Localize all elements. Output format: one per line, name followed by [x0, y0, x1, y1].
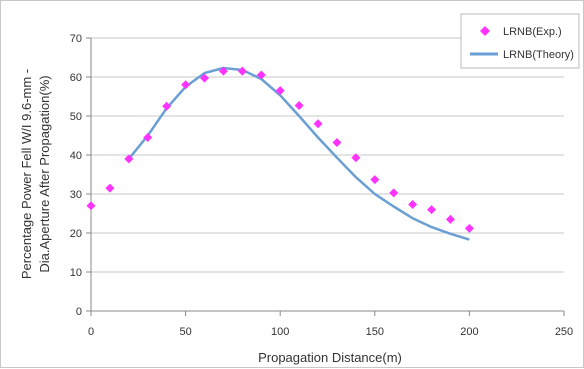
x-axis-label: Propagation Distance(m) [258, 350, 402, 365]
grid-layer [91, 37, 564, 273]
y-tick-label-20: 20 [70, 228, 82, 240]
data-point-exp [237, 66, 247, 76]
legend-exp-label: LRNB(Exp.) [503, 26, 562, 38]
x-tick-label-250: 250 [555, 326, 573, 338]
x-tick-label-50: 50 [179, 326, 191, 338]
data-point-exp [86, 201, 96, 211]
x-tick-label-0: 0 [88, 326, 94, 338]
y-axis-label-line-2: Dia.Aperture After Propagation(%) [37, 75, 52, 272]
data-point-exp [332, 138, 342, 148]
data-point-exp [162, 101, 172, 111]
data-point-exp [445, 214, 455, 224]
data-point-exp [200, 73, 210, 83]
data-point-exp [181, 80, 191, 90]
data-point-exp [294, 100, 304, 110]
y-tick-label-30: 30 [70, 189, 82, 201]
data-point-exp [370, 175, 380, 185]
legend-theory-label: LRNB(Theory) [503, 49, 574, 61]
y-tick-label-50: 50 [70, 111, 82, 123]
y-tick-label-0: 0 [76, 306, 82, 318]
y-tick-label-60: 60 [70, 72, 82, 84]
data-point-exp [143, 132, 153, 142]
data-point-exp [275, 86, 285, 96]
data-point-exp [218, 66, 228, 76]
legend: LRNB(Exp.) LRNB(Theory) [460, 13, 580, 69]
legend-box [460, 13, 580, 69]
series-line-theory [127, 66, 470, 241]
data-point-exp [389, 188, 399, 198]
y-tick-label-70: 70 [70, 33, 82, 45]
data-point-exp [464, 223, 474, 233]
data-point-exp [256, 70, 266, 80]
y-axis-label-line-1: Percentage Power Fell W/I 9.6-mm - [19, 69, 34, 279]
data-point-exp [427, 205, 437, 215]
x-tick-label-150: 150 [366, 326, 384, 338]
y-tick-label-10: 10 [70, 267, 82, 279]
data-point-exp [313, 119, 323, 129]
data-point-exp [105, 183, 115, 193]
axis-layer: 0 10 20 30 40 50 60 70 0 50 100 150 200 250 [70, 33, 573, 338]
x-tick-label-100: 100 [271, 326, 289, 338]
data-point-exp [124, 154, 134, 164]
x-tick-label-200: 200 [460, 326, 478, 338]
series-layer [86, 66, 474, 241]
legend-diamond-marker [480, 26, 490, 36]
y-tick-label-40: 40 [70, 150, 82, 162]
data-point-exp [408, 200, 418, 210]
data-point-exp [351, 153, 361, 163]
